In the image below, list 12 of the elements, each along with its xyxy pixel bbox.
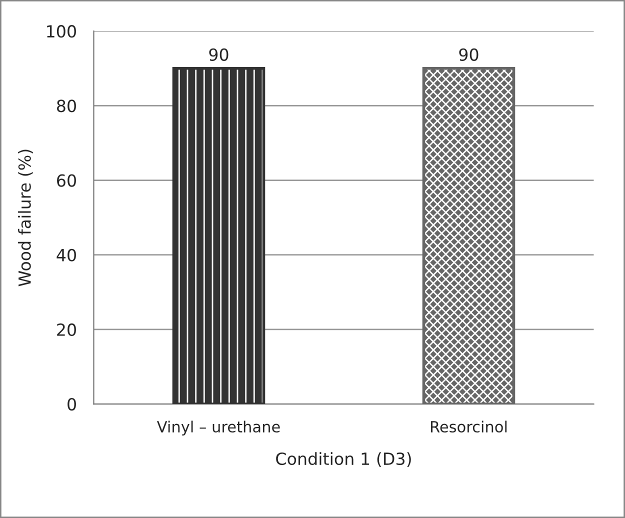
y-tick-label: 40 xyxy=(56,248,76,262)
y-tick-label: 80 xyxy=(57,100,76,112)
y-tick-label: 0 xyxy=(68,398,76,411)
y-axis-title: Wood failure (%) xyxy=(18,150,33,286)
data-label: 90 xyxy=(459,48,478,61)
y-tick-label: 60 xyxy=(57,174,76,187)
x-tick-label: Resorcinol xyxy=(431,420,507,433)
data-label: 90 xyxy=(209,48,228,61)
x-axis-title: Condition 1 (D3) xyxy=(276,452,411,468)
x-tick-label: Vinyl – urethane xyxy=(156,420,280,436)
y-tick-label: 100 xyxy=(47,25,76,38)
y-tick-label: 20 xyxy=(57,323,76,336)
